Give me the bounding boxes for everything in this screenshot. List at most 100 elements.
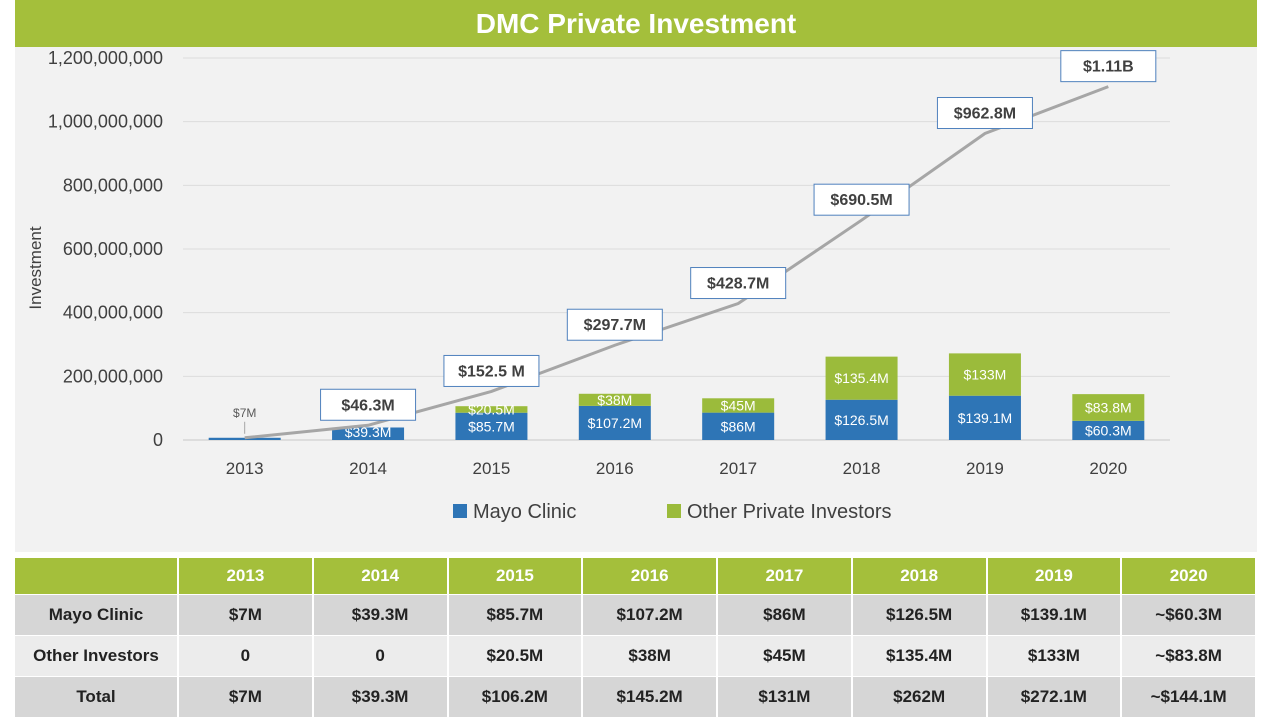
table-header-cell: 2014: [312, 558, 449, 595]
bar-data-label: $38M: [597, 392, 632, 408]
y-tick-label: 200,000,000: [63, 366, 163, 386]
table-cell: $39.3M: [312, 594, 449, 636]
table-header-cell: 2020: [1121, 558, 1257, 595]
table-cell: Other Investors: [15, 635, 179, 677]
table-cell: 0: [312, 635, 449, 677]
x-tick-label: 2017: [719, 459, 757, 478]
legend-label-other: Other Private Investors: [687, 501, 892, 523]
bar-mayo-clinic: [948, 395, 1021, 440]
legend-label-mayo: Mayo Clinic: [473, 501, 576, 523]
x-tick-label: 2020: [1089, 459, 1127, 478]
table-cell: $39.3M: [312, 676, 449, 717]
bar-other-investors: [578, 393, 651, 406]
cumulative-label: $46.3M: [341, 397, 394, 414]
table-header-cell: 2018: [851, 558, 988, 595]
x-tick-label: 2014: [349, 459, 387, 478]
table-cell: ~$144.1M: [1121, 676, 1257, 717]
bar-mayo-clinic: [332, 427, 405, 440]
bar-other-investors: [825, 356, 898, 400]
x-tick-label: 2016: [596, 459, 634, 478]
bar-data-label: $135.4M: [834, 370, 888, 386]
bar-data-label: $86M: [721, 418, 756, 434]
x-tick-label: 2018: [843, 459, 881, 478]
y-tick-label: 800,000,000: [63, 175, 163, 195]
table-cell: $145.2M: [582, 676, 718, 717]
table-cell: $262M: [851, 676, 988, 717]
bar-data-label: $107.2M: [588, 415, 642, 431]
x-tick-label: 2015: [473, 459, 511, 478]
bar-data-label: $20.5M: [468, 401, 515, 417]
table-cell: $86M: [717, 594, 853, 636]
bar-data-label: $85.7M: [468, 418, 515, 434]
table-cell: $272.1M: [986, 676, 1123, 717]
y-tick-label: 1,200,000,000: [48, 48, 163, 68]
legend-swatch-other: [667, 504, 681, 518]
table-cell: $7M: [178, 676, 314, 717]
bar-data-label: $133M: [964, 367, 1007, 383]
table-header-cell: 2017: [717, 558, 853, 595]
table-header-cell: 2015: [447, 558, 584, 595]
table-cell: 0: [178, 635, 314, 677]
bar-mayo-clinic: [825, 399, 898, 440]
table-header-cell: 2019: [986, 558, 1123, 595]
table-cell: $106.2M: [447, 676, 584, 717]
bar-mayo-clinic: [208, 437, 281, 440]
chart-panel: [15, 0, 1257, 552]
cumulative-label-box: [320, 388, 417, 421]
table-header-cell: 2013: [178, 558, 314, 595]
table-row-mayo: Mayo Clinic $7M $39.3M $85.7M $107.2M $8…: [15, 594, 1257, 636]
bar-data-label: $39.3M: [345, 424, 392, 440]
bar-data-label: $45M: [721, 397, 756, 413]
y-tick-label: 0: [153, 430, 163, 450]
cumulative-label: $152.5 M: [458, 363, 525, 380]
table-cell: $133M: [986, 635, 1123, 677]
table-cell: $135.4M: [851, 635, 988, 677]
bar-data-label: $83.8M: [1085, 399, 1132, 415]
bar-other-investors: [948, 353, 1021, 396]
cumulative-label: $7M: [233, 406, 256, 420]
cumulative-label-box: [1060, 50, 1157, 83]
table-cell: ~$60.3M: [1121, 594, 1257, 636]
bar-data-label: $139.1M: [958, 410, 1012, 426]
y-tick-label: 600,000,000: [63, 239, 163, 259]
x-tick-label: 2019: [966, 459, 1004, 478]
bar-data-label: $60.3M: [1085, 422, 1132, 438]
table-cell: $85.7M: [447, 594, 584, 636]
bar-mayo-clinic: [1072, 420, 1145, 440]
cumulative-label-box: [443, 354, 540, 387]
chart-title: DMC Private Investment: [15, 0, 1257, 47]
cumulative-label: $428.7M: [707, 276, 769, 293]
y-tick-label: 400,000,000: [63, 303, 163, 323]
bar-mayo-clinic: [578, 405, 651, 440]
cumulative-label: $297.7M: [584, 317, 646, 334]
bar-data-label: $126.5M: [834, 412, 888, 428]
table-cell: $45M: [717, 635, 853, 677]
x-tick-label: 2013: [226, 459, 264, 478]
cumulative-label: $1.11B: [1083, 59, 1134, 76]
bar-other-investors: [1072, 394, 1145, 421]
table-cell: $20.5M: [447, 635, 584, 677]
cumulative-label: $690.5M: [830, 192, 892, 209]
y-tick-label: 1,000,000,000: [48, 112, 163, 132]
bar-mayo-clinic: [455, 412, 528, 440]
data-table-container: 2013 2014 2015 2016 2017 2018 2019 2020 …: [15, 558, 1257, 717]
table-cell: $7M: [178, 594, 314, 636]
table-cell: $131M: [717, 676, 853, 717]
table-header-cell: [15, 558, 179, 595]
chart-area: 0 200,000,000 400,000,000 600,000,000 800,00…: [26, 48, 1170, 523]
table-cell: ~$83.8M: [1121, 635, 1257, 677]
bar-mayo-clinic: [702, 412, 775, 440]
cumulative-label-box: [566, 308, 663, 341]
table-header-cell: 2016: [582, 558, 718, 595]
table-cell: Total: [15, 676, 179, 717]
table-header-row: 2013 2014 2015 2016 2017 2018 2019 2020: [15, 558, 1257, 595]
table-cell: Mayo Clinic: [15, 594, 179, 636]
legend-swatch-mayo: [453, 504, 467, 518]
table-row-total: Total $7M $39.3M $106.2M $145.2M $131M $…: [15, 676, 1257, 717]
cumulative-label: $962.8M: [954, 106, 1016, 123]
table-cell: $38M: [582, 635, 718, 677]
bar-other-investors: [455, 406, 528, 413]
table-cell: $139.1M: [986, 594, 1123, 636]
data-table: 2013 2014 2015 2016 2017 2018 2019 2020 …: [15, 558, 1257, 717]
table-cell: $126.5M: [851, 594, 988, 636]
